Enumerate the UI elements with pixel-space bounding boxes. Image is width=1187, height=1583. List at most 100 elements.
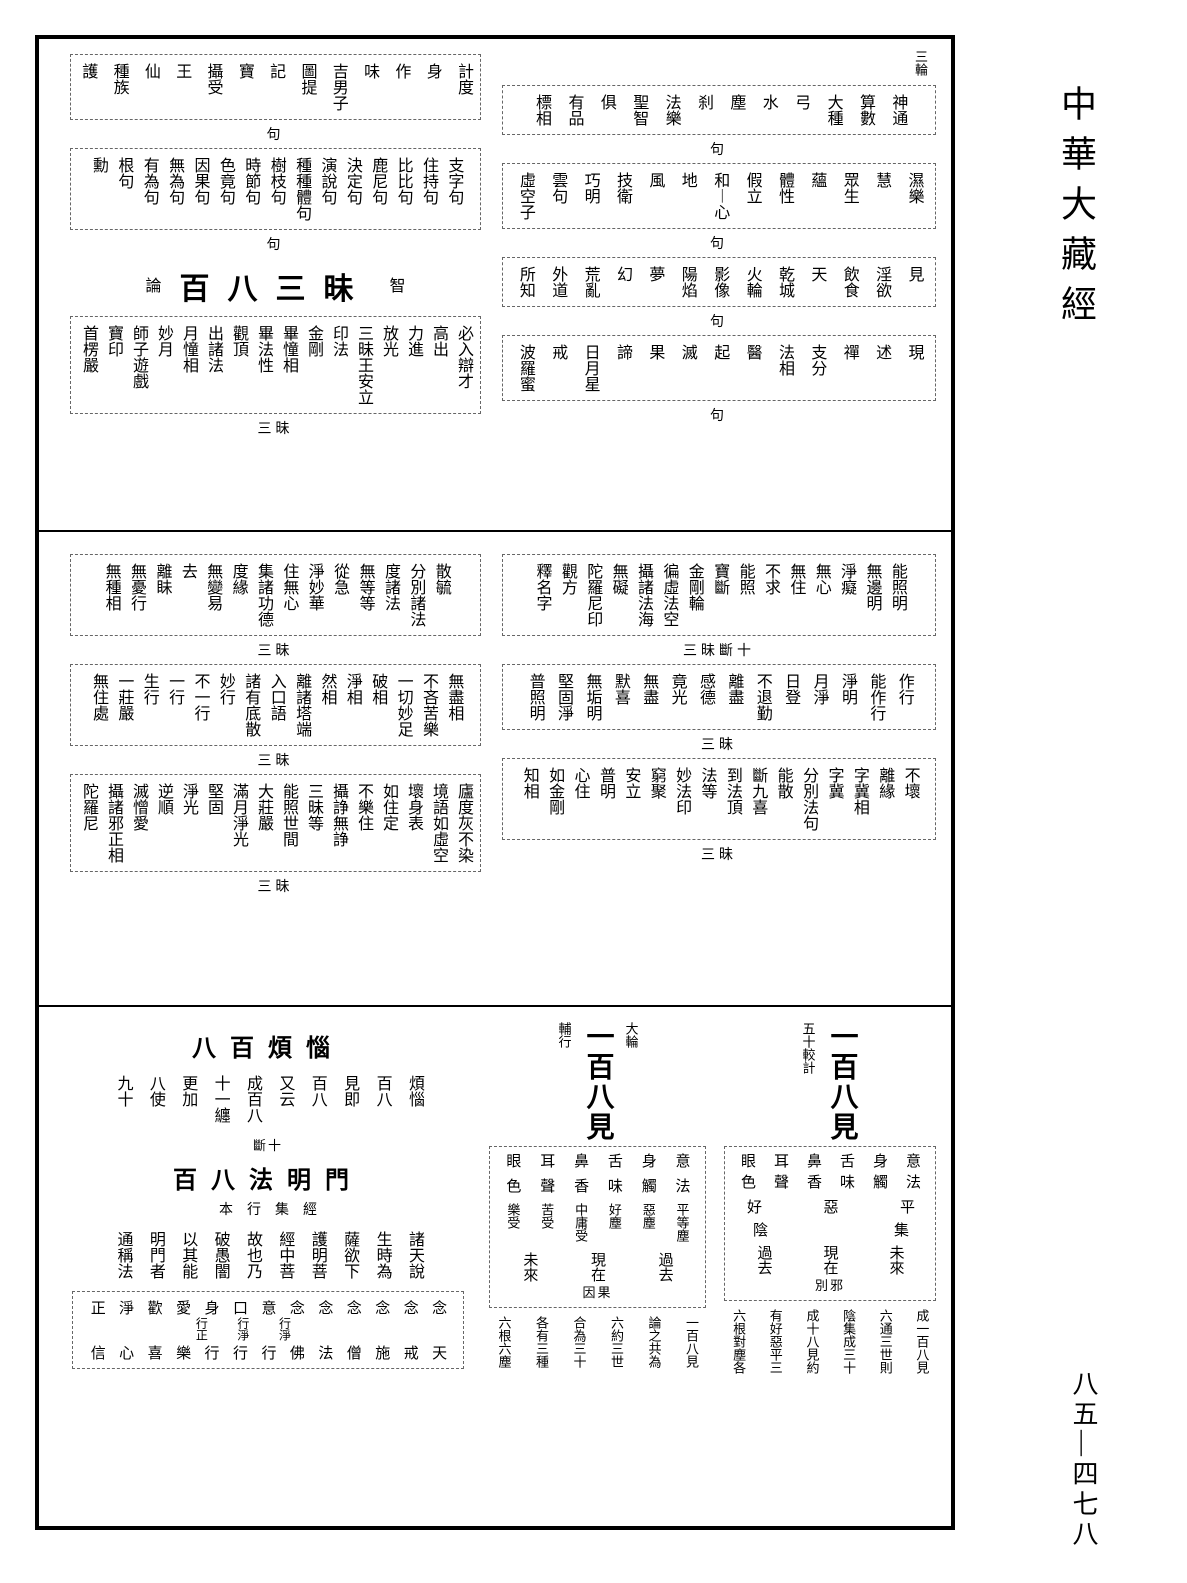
- cell: 鼻: [803, 1153, 824, 1168]
- cell: 禪: [837, 344, 859, 392]
- cell: 眾生: [837, 172, 859, 220]
- cell: 入口語: [264, 673, 286, 737]
- cell: 高出: [427, 325, 449, 405]
- s2r-row1-label: 三昧斷十: [500, 640, 938, 660]
- cell: 作行: [892, 673, 914, 721]
- cell: 鹿尼句: [366, 157, 388, 221]
- cell: 陰: [749, 1222, 770, 1237]
- cell: 經中菩: [273, 1231, 295, 1279]
- cell: 心住: [568, 767, 590, 831]
- s3r-times: 過去現在未來: [731, 1245, 929, 1275]
- s1l-row3: 首楞嚴寶印師子遊戲妙月月憧相出諸法觀頂畢法性畢憧相金剛印法三昧王安立放光力進高出…: [70, 316, 481, 414]
- s1r-row4: 波羅蜜戒日月星諦果滅起醫法相支分禪述現: [502, 335, 936, 401]
- cell: 八使: [143, 1075, 165, 1123]
- cell: 無住: [784, 563, 806, 627]
- cell: 正: [87, 1300, 108, 1315]
- cell: 力進: [402, 325, 424, 405]
- s2r-row2-label: 三昧: [500, 734, 938, 754]
- cell: 巧明: [578, 172, 600, 220]
- cell: 字冀: [822, 767, 844, 831]
- cell: 默喜: [608, 673, 630, 721]
- cell: 幻: [611, 266, 633, 298]
- cell: 煩惱: [403, 1075, 425, 1123]
- cell: 住持句: [417, 157, 439, 221]
- cell: 淨癡: [835, 563, 857, 627]
- cell: 淨光: [177, 783, 199, 863]
- cell: 弓: [789, 94, 811, 126]
- cell: 三昧王安立: [352, 325, 374, 405]
- cell: 神通: [886, 94, 908, 126]
- cell: 陽焰: [675, 266, 697, 298]
- cell: 未來: [519, 1252, 540, 1282]
- cell: 廬度灰不染: [452, 783, 474, 863]
- cell: 知相: [517, 767, 539, 831]
- cell: 身: [638, 1153, 659, 1168]
- cell: 諦: [611, 344, 633, 392]
- cell: 醫: [740, 344, 762, 392]
- cell: 色: [737, 1174, 758, 1189]
- cell: 一百八見: [683, 1316, 699, 1368]
- s1l-row1-label: 句: [68, 124, 483, 144]
- cell: 行淨: [235, 1317, 252, 1341]
- cell: 感德: [694, 673, 716, 721]
- s3m-senses: 眼耳鼻舌身意: [496, 1153, 699, 1168]
- cell: 集諸功德: [252, 563, 274, 627]
- section-divider-2: [35, 1005, 955, 1007]
- cell: 經: [303, 1199, 317, 1219]
- cell: 妙行: [214, 673, 236, 737]
- cell: 又云: [273, 1075, 295, 1123]
- cell: 和︱心: [708, 172, 730, 220]
- cell: 寶印: [102, 325, 124, 405]
- cell: 必入辯才: [452, 325, 474, 405]
- cell: 離諸塔端: [290, 673, 312, 737]
- cell: 陀羅尼: [77, 783, 99, 863]
- cell: 起: [708, 344, 730, 392]
- cell: 分別諸法: [404, 563, 426, 627]
- cell: 不求: [759, 563, 781, 627]
- cell: 樂: [172, 1345, 193, 1360]
- s3m-times: 未來現在過去: [496, 1252, 699, 1282]
- cell: 從急: [328, 563, 350, 627]
- cell: 破相: [366, 673, 388, 737]
- cell: 度緣: [226, 563, 248, 627]
- cell: 計度: [453, 63, 474, 111]
- s1l-row2: 勳根句有為句無為句因果句色竟句時節句樹枝句種種體句演說句決定句鹿尼句比比句住持句…: [70, 148, 481, 230]
- cell: 壞身表: [402, 783, 424, 863]
- cell: 陰集成三十: [841, 1309, 857, 1374]
- cell: 不樂住: [352, 783, 374, 863]
- cell: 仙: [140, 63, 161, 111]
- cell: 不一行: [188, 673, 210, 737]
- cell: 普照明: [523, 673, 545, 721]
- s3m-title: 一百八見: [578, 1022, 618, 1142]
- cell: 耳: [536, 1153, 557, 1168]
- cell: 法等: [695, 767, 717, 831]
- cell: 念: [314, 1300, 335, 1315]
- s3l-box-top: 正淨歡愛身口意念念念念念念: [83, 1300, 453, 1315]
- cell: 無種相: [99, 563, 121, 627]
- cell: 離緣: [873, 767, 895, 831]
- s3l-marker: 斷十: [68, 1135, 468, 1154]
- cell: 圖提: [296, 63, 317, 111]
- cell: 去: [175, 563, 197, 627]
- s3l-box-bot: 信心喜樂行行行佛法僧施戒天: [83, 1345, 453, 1360]
- s2r-row1: 釋名字觀方陀羅尼印無礙攝諸法海徧虛法空金剛輪寶斷能照不求無住無心淨癡無邊明能照明: [502, 554, 936, 636]
- cell: 無住處: [87, 673, 109, 737]
- cell: 技衛: [611, 172, 633, 220]
- s3r-small: 五十較計: [799, 1022, 818, 1074]
- cell: 六根六塵: [496, 1316, 512, 1368]
- cell: 行: [201, 1345, 222, 1360]
- cell: 月憧相: [177, 325, 199, 405]
- cell: 決定句: [340, 157, 362, 221]
- cell: 釋名字: [530, 563, 552, 627]
- cell: 行: [229, 1345, 250, 1360]
- cell: 塵: [724, 94, 746, 126]
- cell: 攝諸邪正相: [102, 783, 124, 863]
- cell: 畢憧相: [277, 325, 299, 405]
- cell: 住無心: [277, 563, 299, 627]
- cell: 耳: [770, 1153, 791, 1168]
- cell: 各有三種: [533, 1316, 549, 1368]
- cell: 一切妙足: [391, 673, 413, 737]
- cell: 中庸受: [571, 1203, 590, 1242]
- cell: 演說句: [315, 157, 337, 221]
- s3l-row1: 九十八使更加十一纏成百八又云百八見即百八煩惱: [70, 1067, 466, 1131]
